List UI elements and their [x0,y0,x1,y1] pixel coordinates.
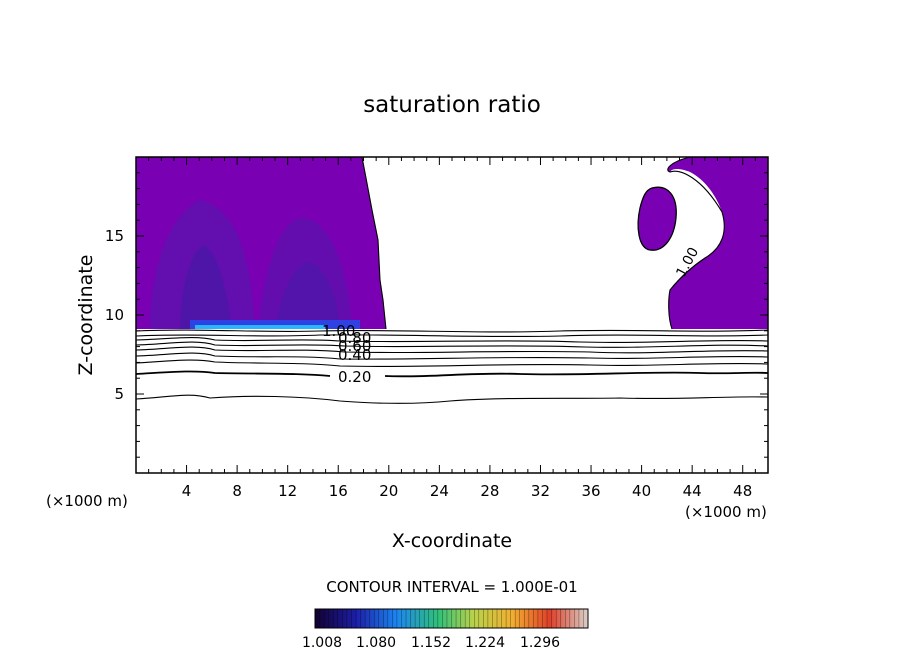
x-axis-ticks: 4 8 12 16 20 24 28 32 36 40 44 48 [135,157,769,500]
x-tick-label: 24 [430,482,449,500]
x-tick-label: 28 [480,482,499,500]
contour-1-00-right [667,157,725,330]
contour-0-7 [136,337,768,344]
x-tick-label: 20 [379,482,398,500]
contour-0-4 [136,352,768,360]
color-bar-tick-label: 1.296 [520,635,560,651]
x-axis-label: X-coordinate [392,530,512,552]
contour-0-8 [136,334,768,338]
contour-lines [136,157,768,404]
contour-label-0-80: 0.80 [338,329,371,347]
color-bar-stripes [319,609,584,628]
x-tick-label: 32 [531,482,550,500]
x-tick-label: 36 [581,482,600,500]
filled-regions [136,157,768,329]
x-tick-label: 16 [329,482,348,500]
color-bar-tick-label: 1.224 [465,635,505,651]
x-axis-units: (×1000 m) [685,503,767,521]
x-tick-label: 8 [232,482,242,500]
y-axis-ticks: 5 10 15 [105,156,768,474]
x-tick-label: 44 [683,482,702,500]
contour-0-2 [136,370,768,378]
contour-0-5 [136,346,768,354]
color-bar-tick-label: 1.008 [302,635,342,651]
x-tick-label: 4 [182,482,192,500]
left-core-plume-d [275,262,340,329]
left-core-plume-b [180,245,232,329]
contour-0-9 [136,329,768,333]
contour-label-0-40: 0.40 [338,346,371,364]
right-saturated-region [667,157,768,329]
x-tick-label: 40 [632,482,651,500]
color-bar-tick-label: 1.080 [356,635,396,651]
low-band-blue [190,320,360,329]
chart-title: saturation ratio [363,92,541,118]
contour-label-0-20: 0.20 [338,368,371,386]
low-band-cyan [195,325,325,329]
contour-label-1-00-left: 1.00 [322,322,355,340]
y-tick-label: 15 [105,227,124,245]
contour-0-3 [136,359,768,368]
contour-0-6 [136,341,768,348]
contour-0-1 [136,394,768,404]
contour-interval-label: CONTOUR INTERVAL = 1.000E-01 [326,578,577,596]
y-tick-label: 5 [114,385,124,403]
y-tick-label: 10 [105,306,124,324]
y-axis-label: Z-coordinate [75,255,97,376]
x-tick-label: 48 [733,482,752,500]
y-axis-units: (×1000 m) [46,492,128,510]
contour-1-00-left [361,157,387,330]
x-tick-label: 12 [278,482,297,500]
right-island-region [637,186,677,251]
contour-label-0-60: 0.60 [338,337,371,355]
color-bar-tick-label: 1.152 [411,635,451,651]
color-bar-tick-labels: 1.008 1.080 1.152 1.224 1.296 [302,635,560,651]
